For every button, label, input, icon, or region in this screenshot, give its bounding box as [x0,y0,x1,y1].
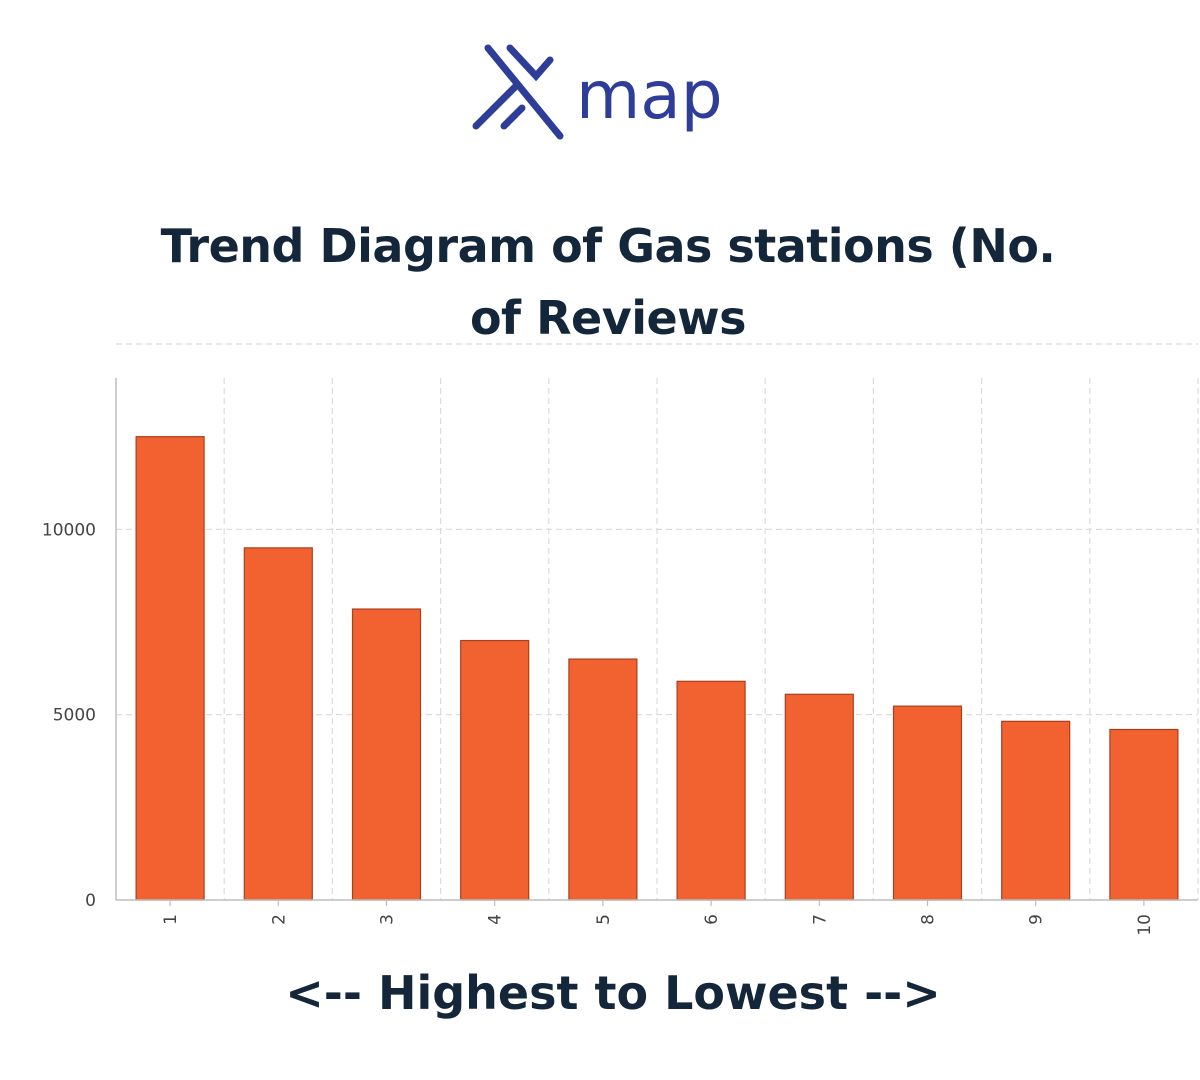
bar-9 [1001,720,1071,901]
x-tick-label: 5 [594,914,614,925]
y-tick-label: 0 [85,891,96,911]
tick-labels: 0 5000 10000 1 2 3 4 5 6 7 8 9 10 [42,520,1155,935]
y-tick-label: 5000 [53,706,96,726]
bar-5 [568,658,638,901]
bar-6 [676,680,746,901]
chart-title: Trend Diagram of Gas stations (No. of Re… [160,219,1056,345]
bar-10 [1109,728,1179,901]
x-axis-caption: <-- Highest to Lowest --> [285,966,941,1020]
bar-chart: 0 5000 10000 1 2 3 4 5 6 7 8 9 10 [42,343,1199,936]
y-tick-label: 10000 [42,520,96,540]
x-tick-label: 10 [1135,914,1155,936]
x-tick-label: 9 [1027,914,1047,925]
bars [135,436,1179,901]
bar-3 [351,608,422,901]
bar-7 [784,693,854,901]
x-tick-label: 7 [810,914,830,925]
bar-8 [892,705,963,901]
x-tick-label: 2 [269,914,289,925]
x-tick-label: 8 [919,914,939,925]
bar-2 [243,547,313,901]
xmap-logo-mark [472,44,564,140]
x-tick-label: 1 [161,914,181,925]
bar-1 [135,436,205,901]
xmap-logo-text: map [576,57,723,134]
axes [115,378,1198,906]
xmap-logo: map [472,44,723,140]
x-tick-label: 3 [378,914,398,925]
bar-4 [460,639,530,901]
x-tick-label: 4 [486,914,506,925]
x-tick-label: 6 [702,914,722,925]
